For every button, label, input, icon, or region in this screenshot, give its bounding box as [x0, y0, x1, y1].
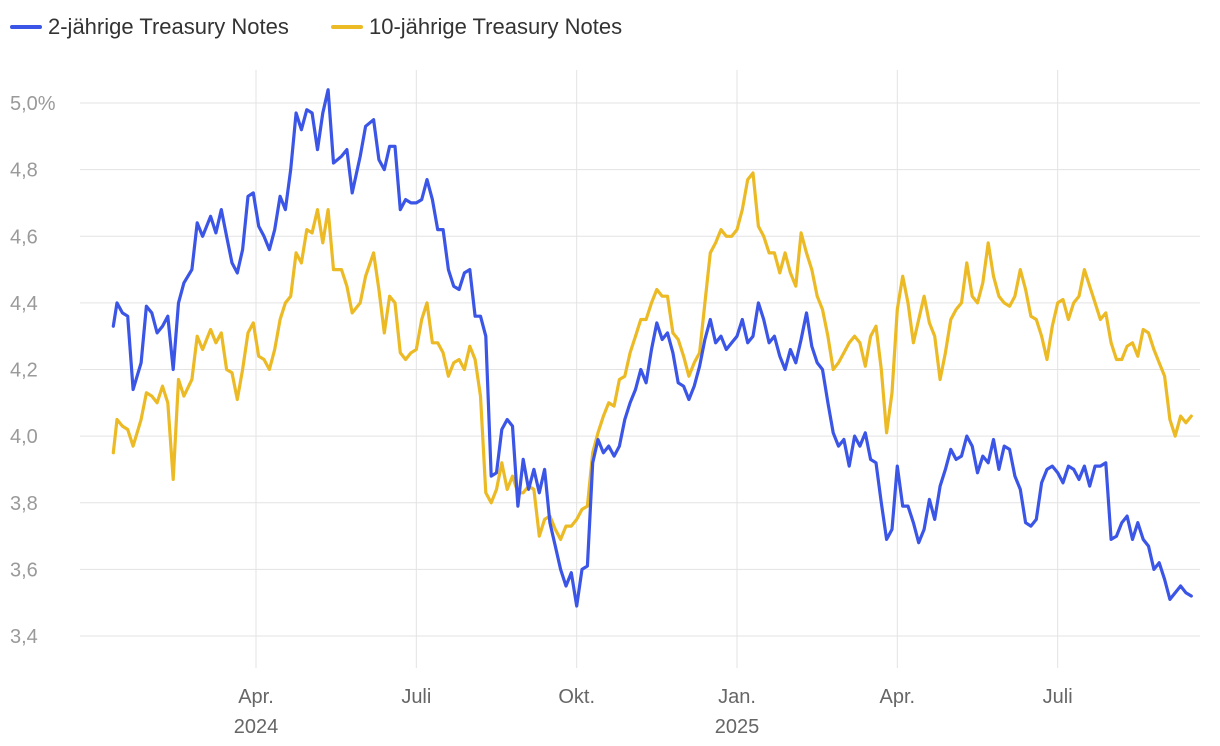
x-tick-label: Juli [401, 686, 431, 708]
y-tick-label: 5,0% [10, 93, 56, 115]
y-tick-label: 4,8 [10, 160, 38, 182]
legend-label-2y: 2-jährige Treasury Notes [48, 14, 289, 39]
series-line-10y[interactable] [111, 171, 1193, 541]
y-axis: 3,4 3,6 3,8 4,0 4,2 4,4 4,6 4,8 5,0% [10, 93, 56, 648]
x-axis: Apr. 2024 Juli Okt. Jan. 2025 Apr. Juli [234, 686, 1073, 738]
x-tick-label: Apr. [880, 686, 916, 708]
x-tick-label: Juli [1043, 686, 1073, 708]
legend-item-2y[interactable]: 2-jährige Treasury Notes [10, 14, 289, 39]
x-tick-label: Okt. [558, 686, 595, 708]
x-tick-label: Jan. [718, 686, 756, 708]
y-tick-label: 4,0 [10, 426, 38, 448]
legend-item-10y[interactable]: 10-jährige Treasury Notes [331, 14, 622, 39]
x-tick-year-label: 2025 [715, 716, 760, 738]
y-tick-label: 4,2 [10, 360, 38, 382]
y-tick-label: 3,4 [10, 626, 38, 648]
y-tick-label: 3,6 [10, 559, 38, 581]
chart-legend: 2-jährige Treasury Notes 10-jährige Trea… [10, 14, 622, 39]
x-tick-label: Apr. [238, 686, 274, 708]
series-line-2y[interactable] [111, 88, 1193, 608]
chart-grid [80, 70, 1200, 668]
x-tick-year-label: 2024 [234, 716, 279, 738]
legend-label-10y: 10-jährige Treasury Notes [369, 14, 622, 39]
y-tick-label: 3,8 [10, 493, 38, 515]
y-tick-label: 4,6 [10, 226, 38, 248]
y-tick-label: 4,4 [10, 293, 38, 315]
plot-area [111, 88, 1193, 608]
